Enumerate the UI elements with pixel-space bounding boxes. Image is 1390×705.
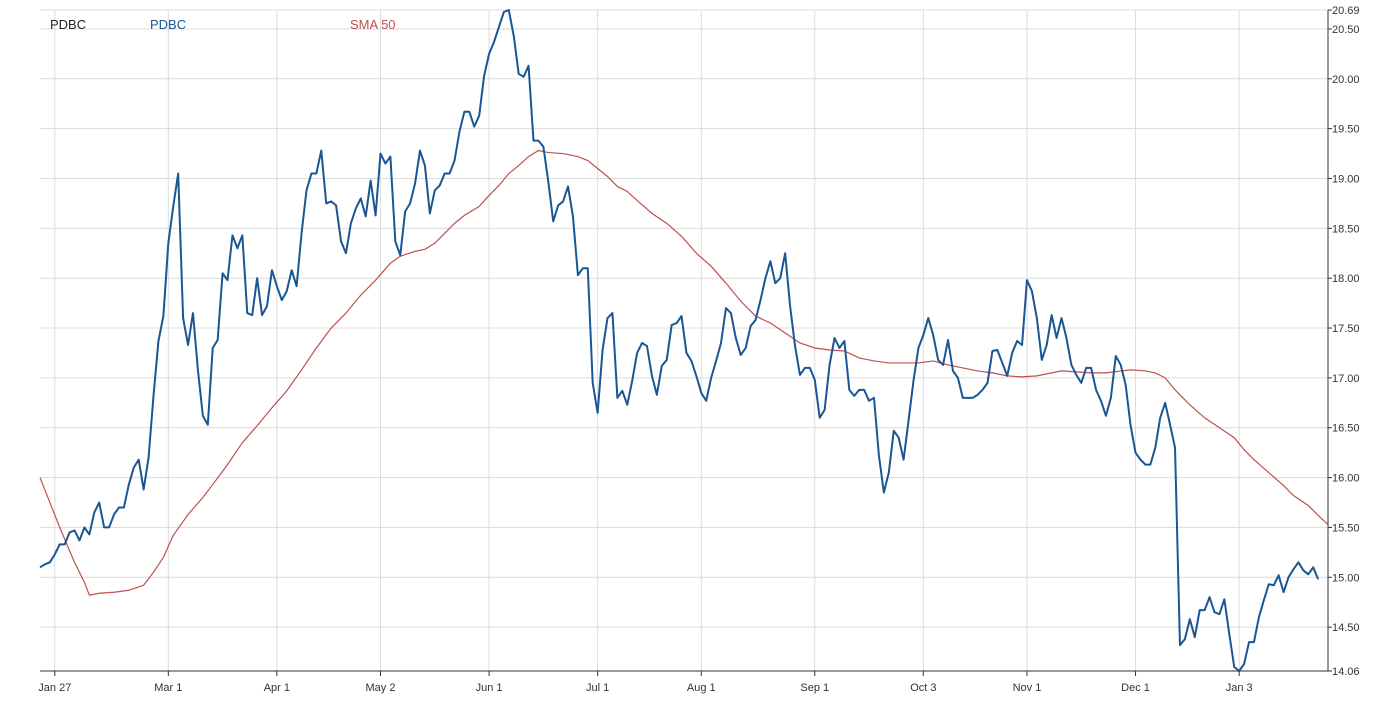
y-tick-label: 16.00 (1332, 473, 1360, 485)
y-tick-label: 20.00 (1332, 74, 1360, 86)
y-tick-label: 18.00 (1332, 273, 1360, 285)
x-tick-label: Nov 1 (1013, 682, 1042, 694)
chart-frame (40, 10, 1329, 672)
series-lines (39, 9, 1329, 672)
y-tick-label: 15.50 (1332, 522, 1360, 534)
y-tick-label: 18.50 (1332, 223, 1360, 235)
sma50-line (39, 149, 1329, 596)
y-axis-ticks: 20.69 20.50 20.00 19.50 19.00 18.50 18.00 17.50… (1328, 5, 1360, 678)
x-tick-label: Aug 1 (687, 682, 716, 694)
y-tick-label: 17.00 (1332, 373, 1360, 385)
y-tick-label: 15.00 (1332, 572, 1360, 584)
gridlines (40, 9, 1328, 672)
x-tick-label: Jan 3 (1226, 682, 1253, 694)
legend-symbol: PDBC (50, 17, 86, 32)
y-tick-label: 20.50 (1332, 24, 1360, 36)
x-tick-label: Oct 3 (910, 682, 936, 694)
x-tick-label: Jul 1 (586, 682, 609, 694)
x-tick-label: Jan 27 (38, 682, 71, 694)
x-tick-label: Dec 1 (1121, 682, 1150, 694)
y-tick-label: 20.69 (1332, 5, 1360, 17)
pdbc-price-line (39, 9, 1320, 672)
x-tick-label: Mar 1 (154, 682, 182, 694)
legend: PDBC PDBC SMA 50 (50, 17, 396, 32)
x-tick-label: May 2 (366, 682, 396, 694)
x-tick-label: Sep 1 (800, 682, 829, 694)
x-tick-label: Apr 1 (264, 682, 290, 694)
y-tick-label: 17.50 (1332, 323, 1360, 335)
y-tick-label: 16.50 (1332, 423, 1360, 435)
x-tick-label: Jun 1 (476, 682, 503, 694)
x-axis-ticks: Jan 27 Mar 1 Apr 1 May 2 Jun 1 Jul 1 Aug 1 Sep … (38, 671, 1253, 694)
legend-price-series: PDBC (150, 17, 186, 32)
y-tick-label: 19.00 (1332, 173, 1360, 185)
legend-sma-series: SMA 50 (350, 17, 396, 32)
y-tick-label: 14.50 (1332, 622, 1360, 634)
y-tick-label: 14.06 (1332, 666, 1360, 678)
y-tick-label: 19.50 (1332, 124, 1360, 136)
